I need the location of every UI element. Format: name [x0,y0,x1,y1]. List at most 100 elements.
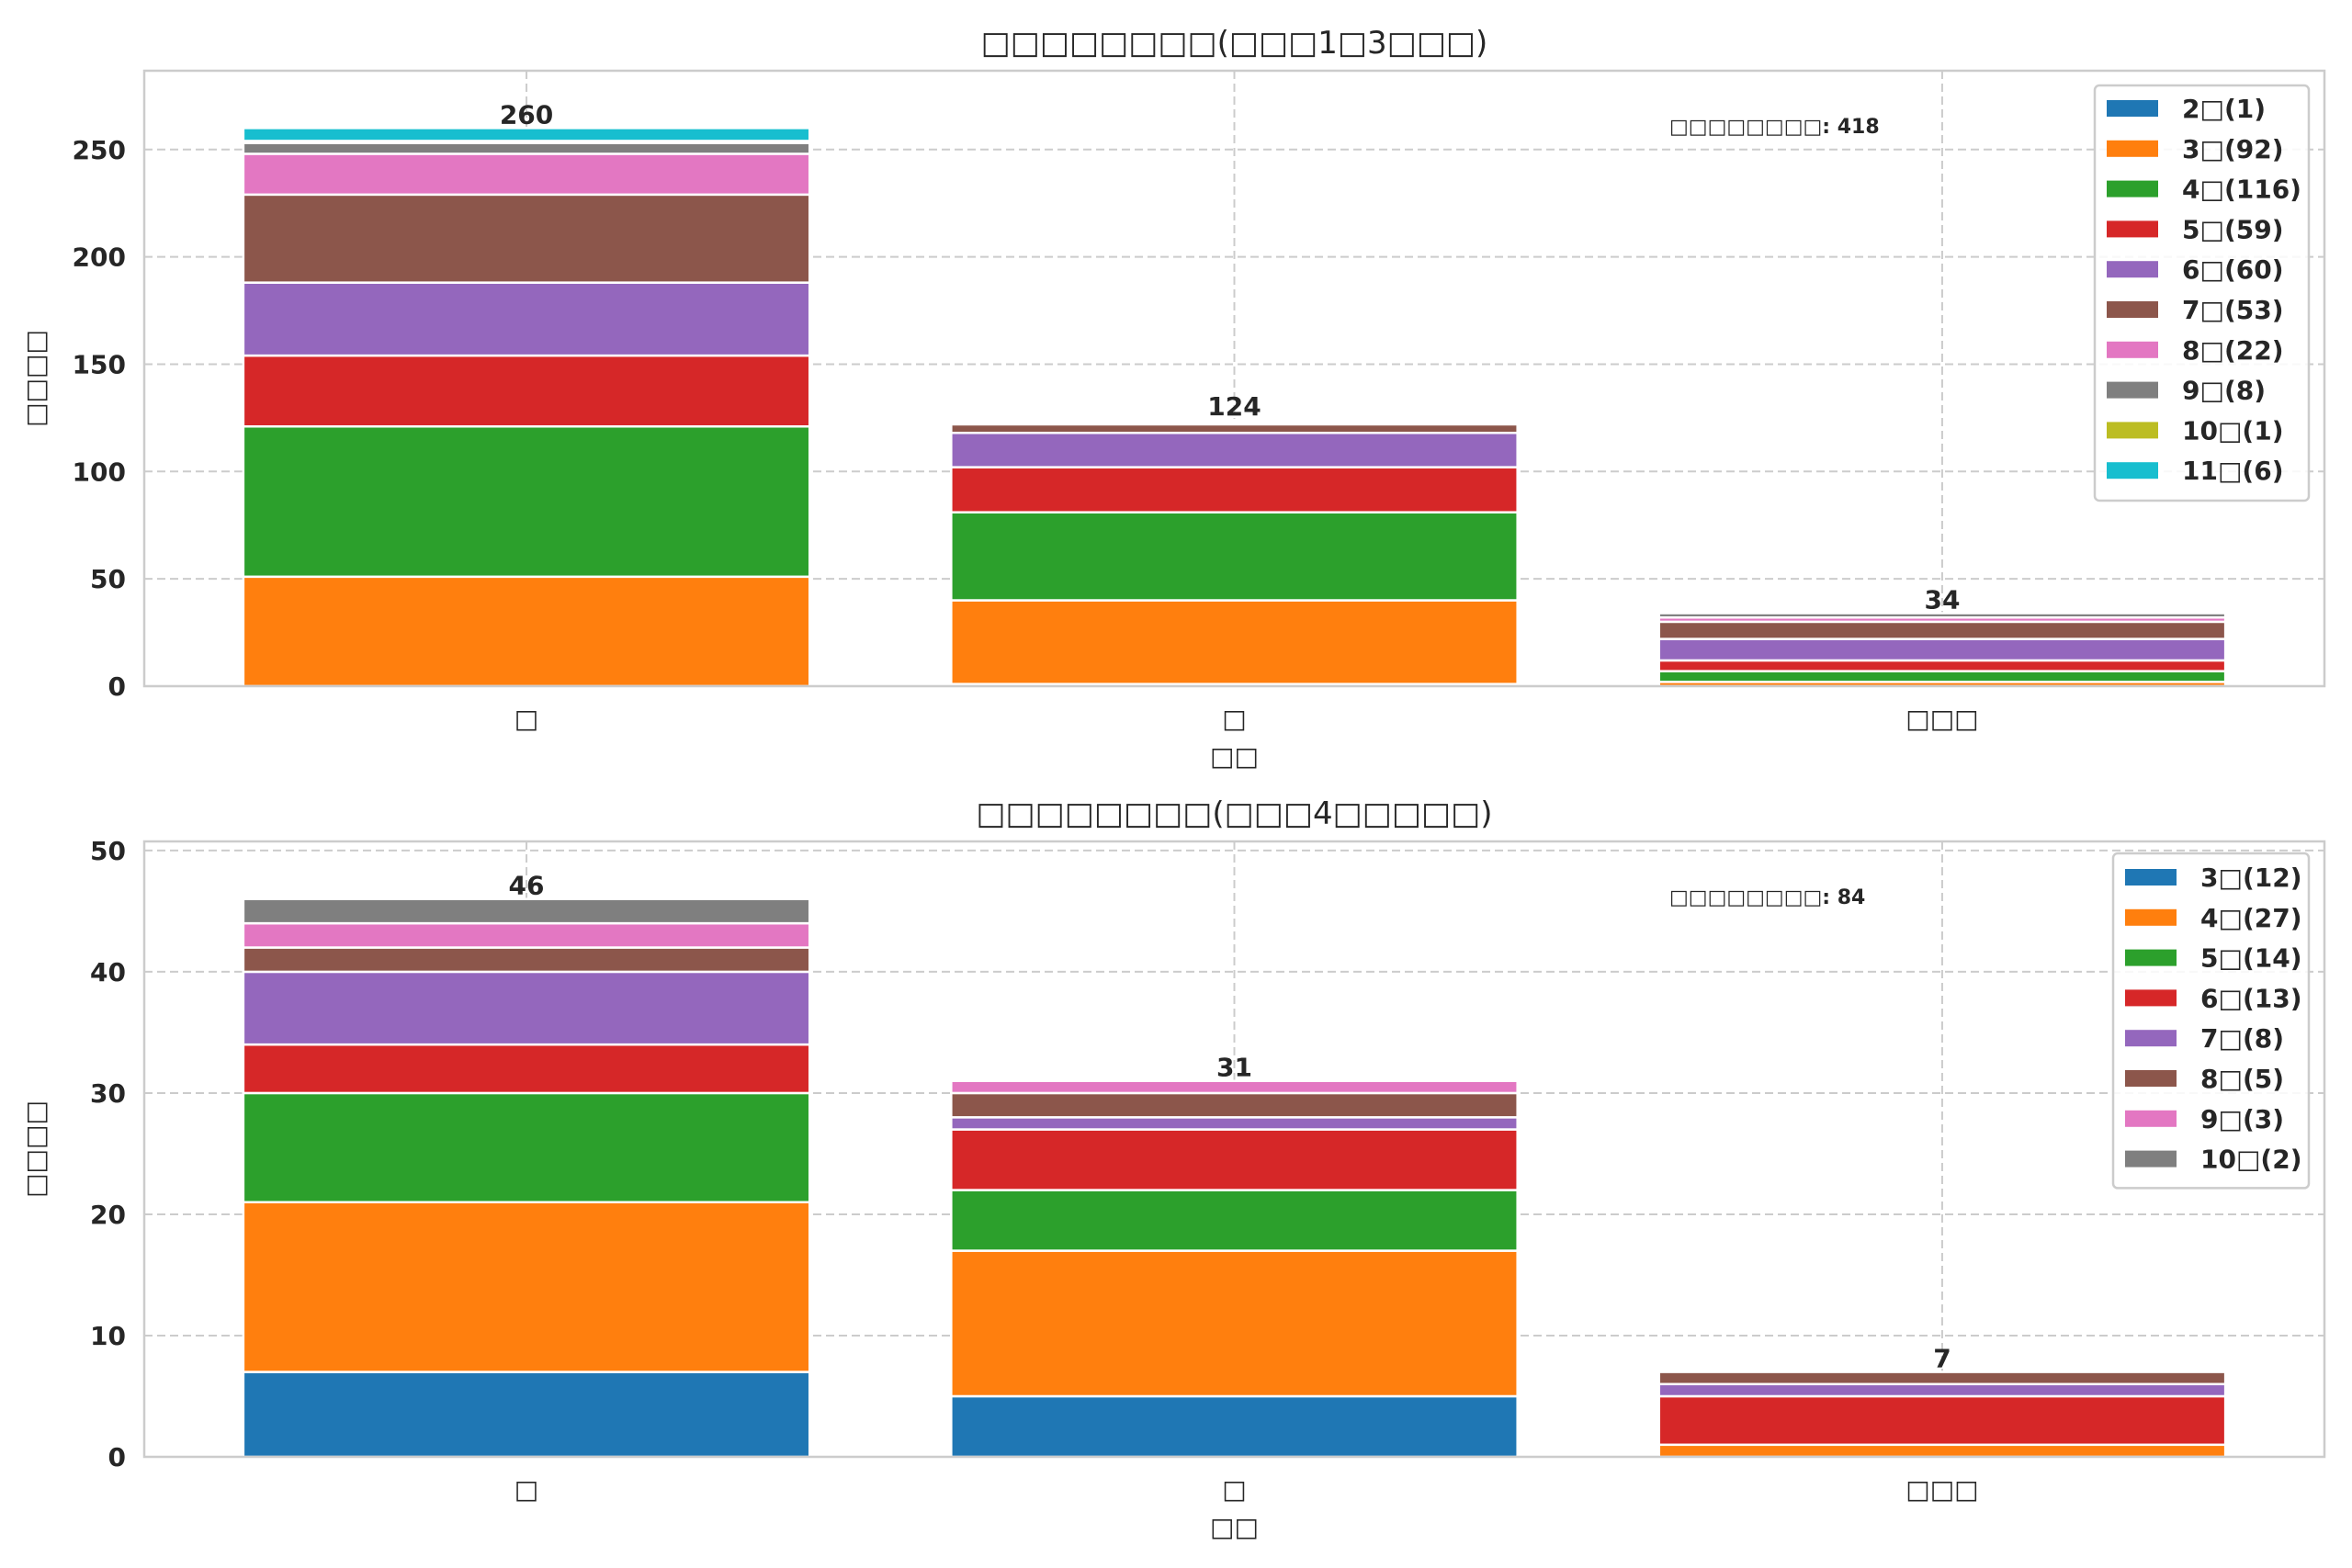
bar-segment [242,193,811,284]
bar-segment [950,423,1519,434]
x-axis-label: □□ [1210,1512,1259,1542]
y-tick-label: 40 [90,957,126,987]
bar-segment [950,1116,1519,1131]
x-axis-label: □□ [1210,741,1259,772]
legend-entry-label: 7□(53) [2182,295,2284,325]
bar-segment [242,1371,811,1459]
legend-entry-label: 9□(8) [2182,376,2266,406]
bar-segment [1657,637,2227,662]
bar-segment [950,511,1519,602]
legend-swatch [2125,908,2177,926]
y-tick-label: 20 [90,1200,126,1230]
bar-total-label: 46 [509,871,545,901]
axes-frame [142,840,2326,1459]
bar-segment [242,1043,811,1095]
bar-segment [242,424,811,579]
total-annotation: □□□□□□□□: 84 [1669,886,1865,909]
y-tick-label: 100 [73,457,126,487]
bar-segment [1657,1394,2227,1447]
bar-segment [950,466,1519,513]
bar-segment [1657,1382,2227,1398]
bar-segment [242,354,811,428]
legend-swatch [2125,989,2177,1007]
y-tick-label: 150 [73,349,126,379]
bar-segment [242,970,811,1046]
legend-entry-label: 5□(59) [2182,214,2284,244]
bar-segment [950,418,1519,423]
legend-swatch [2107,462,2158,479]
legend-swatch [2125,1150,2177,1168]
legend-entry-label: 4□(27) [2200,903,2302,933]
legend-entry-label: 4□(116) [2182,175,2301,205]
legend-entry-label: 11□(6) [2182,456,2284,486]
legend-swatch [2107,140,2158,157]
bar-segment [242,1201,811,1373]
legend-entry-label: 10□(2) [2200,1145,2302,1175]
legend-box [2111,852,2311,1190]
y-axis-label: □□□□ [20,1100,51,1198]
legend-entry-label: 9□(3) [2200,1104,2284,1134]
bar-segment [950,1128,1519,1191]
bar-segment [950,1091,1519,1119]
bar-segment [950,1079,1519,1095]
bar-segment [242,141,811,155]
y-axis-label: □□□□ [20,330,51,427]
legend-swatch [2107,341,2158,358]
legend-entry-label: 3□(92) [2182,134,2284,164]
bar-segment [950,1394,1519,1459]
chart-title: □□□□□□□□(□□□4□□□□□) [976,795,1492,832]
bar-segment [950,1189,1519,1252]
bar-segment [1657,670,2227,683]
bar-total-label: 34 [1924,585,1960,615]
x-tick-label: □□□ [1905,704,1978,734]
legend-swatch [2125,1070,2177,1087]
y-tick-label: 250 [73,135,126,165]
legend-swatch [2125,949,2177,966]
bar-segment [242,127,811,142]
legend-entry-label: 2□(1) [2182,94,2266,124]
bar-segment [1657,612,2227,619]
bar-segment [1657,659,2227,672]
bar-segment [950,431,1519,468]
axes-frame [142,69,2326,688]
bar-segment [242,1091,811,1204]
legend-swatch [2125,1110,2177,1127]
legend-swatch [2107,381,2158,399]
bar-segment [950,1249,1519,1398]
bar-segment [1657,1371,2227,1386]
legend-swatch [2107,100,2158,117]
bar-segment [1657,620,2227,640]
bar-segment [242,921,811,949]
legend-swatch [2107,261,2158,278]
y-tick-label: 30 [90,1078,126,1109]
bar-total-label: 124 [1207,391,1261,422]
y-tick-label: 0 [108,671,126,702]
bar-segment [242,575,811,688]
legend-swatch [2125,869,2177,886]
legend-entry-label: 8□(22) [2182,335,2284,366]
y-tick-label: 10 [90,1321,126,1351]
x-tick-label: □ [514,1474,538,1505]
legend-entry-label: 8□(5) [2200,1064,2284,1094]
x-tick-label: □ [1222,704,1246,734]
legend-entry-label: 10□(1) [2182,415,2284,446]
bar-segment [242,897,811,925]
legend-swatch [2125,1030,2177,1047]
y-tick-label: 200 [73,243,126,273]
y-tick-label: 50 [90,564,126,594]
bar-total-label: 7 [1933,1344,1951,1374]
bar-segment [242,946,811,974]
bar-segment [1657,1443,2227,1459]
legend-entry-label: 6□(60) [2182,254,2284,285]
legend-swatch [2107,301,2158,318]
x-tick-label: □ [1222,1474,1246,1505]
legend-entry-label: 3□(12) [2200,863,2302,893]
y-tick-label: 50 [90,836,126,866]
x-tick-label: □ [514,704,538,734]
bar-total-label: 260 [500,99,553,130]
bar-segment [242,152,811,197]
legend-swatch [2107,220,2158,238]
